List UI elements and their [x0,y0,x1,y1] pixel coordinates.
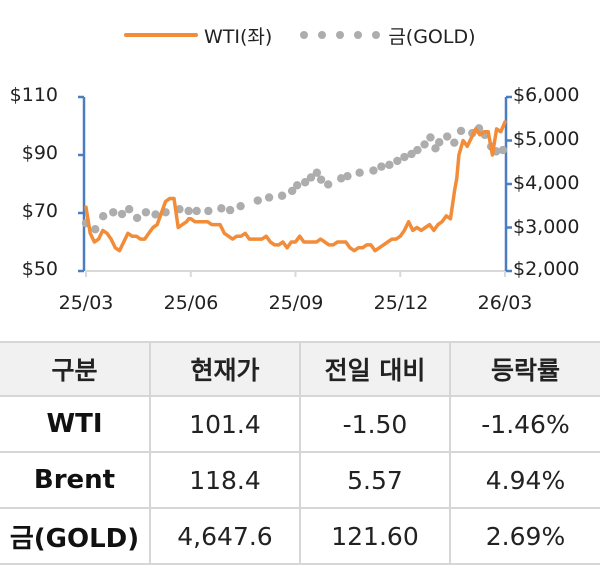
row-name: WTI [0,395,151,453]
gold-data-point [124,205,134,214]
row-rate: 4.94% [449,451,600,509]
gold-data-point [385,160,394,170]
gold-data-point [456,126,466,136]
table-row-gold: 금(GOLD) 4,647.6 121.60 2.69% [0,507,600,565]
x-axis-tick: 25/06 [163,292,219,314]
x-axis-tick: 26/03 [477,292,533,314]
table-row-wti: WTI 101.4 -1.50 -1.46% [0,395,600,453]
chart-legend: WTI(좌) 금(GOLD) [124,20,476,50]
gold-data-point [312,168,322,177]
right-axis-tick: $4,000 [513,172,580,194]
row-name: 금(GOLD) [0,507,151,565]
dual-axis-line-chart [78,95,512,277]
row-name: Brent [0,451,151,509]
row-price: 101.4 [149,395,301,453]
gold-data-point [277,191,287,200]
row-change: 121.60 [299,507,451,565]
gold-data-point [426,133,435,142]
price-table: 구분 현재가 전일 대비 등락률 WTI 101.4 -1.50 -1.46% … [0,341,600,565]
gold-data-point [292,181,302,190]
gold-data-point [306,173,316,182]
table-row-brent: Brent 118.4 5.57 4.94% [0,451,600,509]
gold-data-point [236,201,245,211]
table-header-row: 구분 현재가 전일 대비 등락률 [0,341,600,397]
chart-area: WTI(좌) 금(GOLD) $110 $90 $70 $50 $6,000 $… [9,20,580,315]
left-axis-tick: $70 [21,200,58,222]
gold-data-point [141,208,151,217]
gold-data-point [450,138,459,147]
row-change: 5.57 [299,451,451,509]
gold-dots-swatch-icon [300,31,381,39]
right-axis-tick: $6,000 [513,84,580,106]
gold-data-point [253,196,262,205]
gold-data-point [184,206,193,216]
gold-data-point [323,180,333,189]
legend-gold-label: 금(GOLD) [388,25,476,48]
gold-data-point [393,156,402,166]
gold-data-point [377,162,386,171]
left-axis-tick: $50 [21,258,58,280]
row-price: 4,647.6 [149,507,301,565]
row-rate: -1.46% [449,395,600,453]
gold-data-point [204,206,213,216]
gold-data-point [217,204,226,213]
gold-data-point [343,171,352,181]
gold-data-point [109,208,118,217]
x-axis-tick: 25/12 [373,292,429,314]
gold-data-point [355,168,364,177]
header-current-price: 현재가 [149,341,301,397]
header-category: 구분 [0,341,151,397]
left-axis-tick: $90 [21,142,58,164]
gold-data-point [98,211,108,221]
right-axis-tick: $3,000 [513,216,580,238]
right-axis-tick: $2,000 [513,258,580,280]
wti-line-swatch-icon [124,33,198,37]
row-price: 118.4 [149,451,301,509]
header-daily-change: 전일 대비 [299,341,451,397]
row-rate: 2.69% [449,507,600,565]
gold-data-point [287,186,297,196]
gold-data-point [431,144,440,153]
left-axis-tick: $110 [9,84,58,106]
gold-data-point [132,213,142,223]
wti-line [84,120,507,253]
gold-data-point [225,205,235,215]
legend-wti-label: WTI(좌) [204,25,273,48]
gold-data-point [420,140,429,149]
header-change-rate: 등락률 [449,341,600,397]
right-axis-tick: $5,000 [513,128,580,150]
gold-data-point [413,145,422,155]
gold-data-point [192,206,201,216]
gold-data-point [442,132,452,141]
gold-data-point [435,138,444,147]
x-axis-tick: 25/03 [58,292,114,314]
gold-data-point [264,193,274,202]
gold-data-point [117,209,127,219]
gold-data-point [300,178,310,187]
gold-data-point [316,175,326,184]
gold-data-point [91,225,100,234]
gold-data-point [151,210,160,219]
gold-data-point [498,145,508,155]
gold-data-point [400,152,409,162]
row-change: -1.50 [299,395,451,453]
x-axis-tick: 25/09 [268,292,324,314]
gold-data-point [369,166,378,175]
